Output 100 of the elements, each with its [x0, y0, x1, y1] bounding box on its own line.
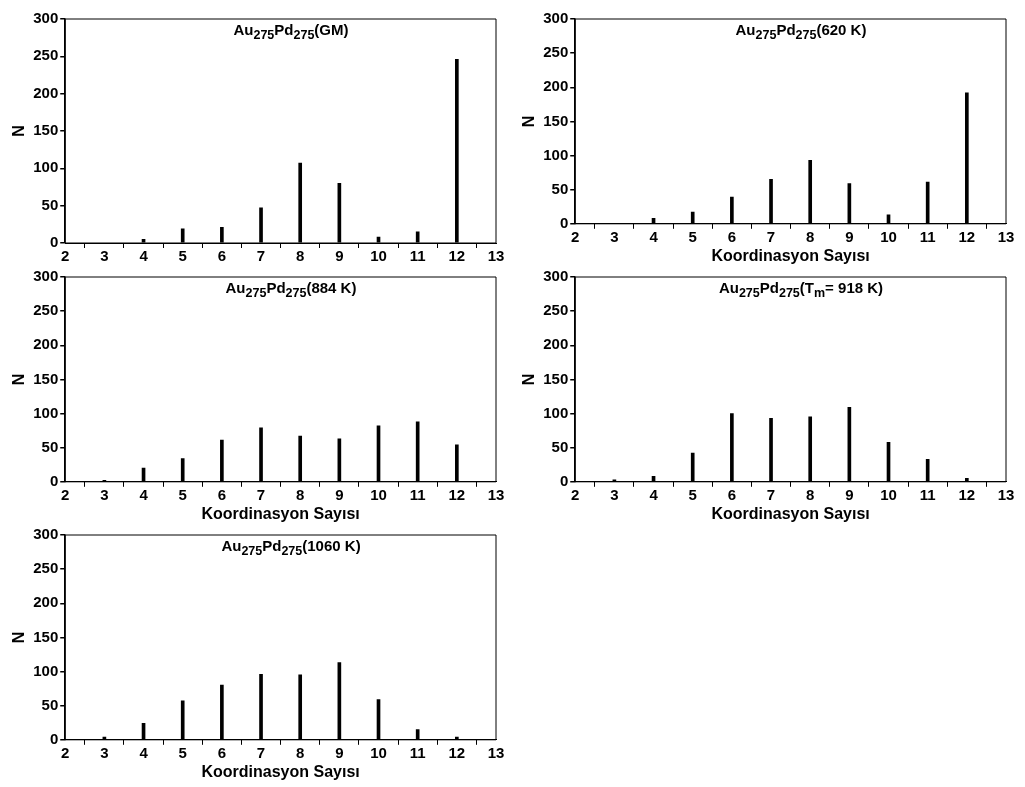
x-tick-label: 9	[845, 227, 854, 245]
x-tick-label: 4	[649, 227, 659, 245]
x-tick-label: 8	[296, 485, 305, 503]
x-tick-label: 7	[256, 485, 266, 503]
x-tick-label: 7	[766, 485, 776, 503]
x-tick-label: 9	[335, 247, 344, 265]
y-tick-label: 150	[543, 369, 569, 387]
y-tick-label: 300	[33, 9, 59, 27]
y-tick-label: 50	[41, 437, 59, 455]
y-tick-label: 100	[543, 403, 569, 421]
x-axis-title: Koordinasyon Sayısı	[201, 504, 360, 522]
x-tick-label: 11	[409, 743, 426, 761]
x-tick-label: 9	[335, 485, 344, 503]
x-tick-label: 6	[217, 743, 227, 761]
x-tick-label: 13	[997, 227, 1015, 245]
y-tick-label: 300	[543, 267, 569, 285]
y-axis-title: N	[10, 125, 28, 137]
x-tick-label: 12	[448, 743, 466, 761]
x-tick-label: 3	[610, 485, 619, 503]
chart-title: Au$_{275}$Pd$_{275}$(T$_{m}$= 918 K)	[717, 278, 885, 302]
x-tick-label: 10	[370, 485, 387, 503]
y-tick-label: 250	[543, 301, 569, 319]
x-tick-label: 9	[845, 485, 854, 503]
x-tick-label: 4	[139, 485, 149, 503]
y-tick-label: 200	[543, 335, 569, 353]
x-tick-label: 3	[610, 227, 619, 245]
y-tick-label: 100	[33, 661, 59, 679]
x-tick-label: 7	[256, 247, 266, 265]
x-tick-label: 4	[139, 743, 149, 761]
y-axis-title: N	[520, 115, 538, 128]
x-tick-label: 13	[487, 743, 505, 761]
y-tick-label: 150	[33, 627, 59, 645]
x-tick-label: 8	[296, 743, 305, 761]
x-tick-label: 12	[958, 227, 976, 245]
y-tick-label: 0	[49, 729, 59, 747]
x-tick-label: 2	[61, 743, 70, 761]
y-tick-label: 50	[551, 437, 569, 455]
y-axis-title: N	[520, 373, 538, 386]
x-tick-label: 3	[100, 485, 109, 503]
y-tick-label: 250	[543, 43, 569, 61]
x-tick-label: 12	[448, 485, 466, 503]
y-tick-label: 200	[33, 83, 59, 101]
x-tick-label: 11	[919, 485, 936, 503]
x-tick-label: 10	[880, 485, 897, 503]
x-tick-label: 13	[487, 247, 505, 265]
chart-title: Au$_{275}$Pd$_{275}$(884 K)	[224, 278, 358, 302]
x-tick-label: 4	[139, 247, 149, 265]
y-tick-label: 300	[33, 267, 59, 285]
y-tick-label: 100	[33, 158, 59, 176]
y-tick-label: 50	[41, 195, 59, 213]
y-tick-label: 300	[543, 9, 569, 27]
x-tick-label: 7	[766, 227, 776, 245]
x-tick-label: 2	[571, 227, 580, 245]
y-tick-label: 0	[49, 471, 59, 489]
y-tick-label: 250	[33, 301, 59, 319]
y-tick-label: 100	[543, 145, 569, 163]
chart-title: Au$_{275}$Pd$_{275}$(1060 K)	[220, 536, 362, 560]
y-tick-label: 150	[33, 121, 59, 139]
y-tick-label: 150	[33, 369, 59, 387]
y-tick-label: 200	[33, 593, 59, 611]
x-tick-label: 6	[217, 247, 227, 265]
y-tick-label: 200	[33, 335, 59, 353]
x-axis-title: Koordinasyon Sayısı	[711, 246, 870, 264]
x-tick-label: 11	[409, 247, 426, 265]
x-tick-label: 5	[688, 227, 697, 245]
x-tick-label: 6	[727, 485, 737, 503]
y-tick-label: 0	[559, 471, 569, 489]
x-tick-label: 6	[217, 485, 227, 503]
y-axis-title: N	[10, 631, 28, 644]
x-tick-label: 8	[296, 247, 305, 265]
y-tick-label: 0	[49, 233, 59, 251]
x-tick-label: 6	[727, 227, 737, 245]
x-tick-label: 8	[806, 485, 815, 503]
chart-title: Au$_{275}$Pd$_{275}$(620 K)	[734, 20, 868, 44]
y-tick-label: 100	[33, 403, 59, 421]
x-tick-label: 13	[487, 485, 505, 503]
x-tick-label: 8	[806, 227, 815, 245]
x-tick-label: 5	[178, 247, 187, 265]
x-tick-label: 2	[571, 485, 580, 503]
y-tick-label: 250	[33, 559, 59, 577]
x-tick-label: 3	[100, 743, 109, 761]
x-tick-label: 10	[880, 227, 897, 245]
x-tick-label: 12	[448, 247, 466, 265]
x-tick-label: 11	[919, 227, 936, 245]
y-tick-label: 150	[543, 111, 569, 129]
y-tick-label: 0	[559, 213, 569, 231]
x-tick-label: 10	[370, 247, 387, 265]
y-tick-label: 300	[33, 525, 59, 543]
x-tick-label: 11	[409, 485, 426, 503]
x-tick-label: 2	[61, 485, 70, 503]
x-tick-label: 5	[688, 485, 697, 503]
x-tick-label: 3	[100, 247, 109, 265]
x-tick-label: 5	[178, 743, 187, 761]
x-tick-label: 9	[335, 743, 344, 761]
y-tick-label: 50	[41, 695, 59, 713]
y-axis-title: N	[10, 373, 28, 386]
x-tick-label: 12	[958, 485, 976, 503]
y-tick-label: 200	[543, 77, 569, 95]
x-tick-label: 2	[61, 247, 70, 265]
x-tick-label: 10	[370, 743, 387, 761]
